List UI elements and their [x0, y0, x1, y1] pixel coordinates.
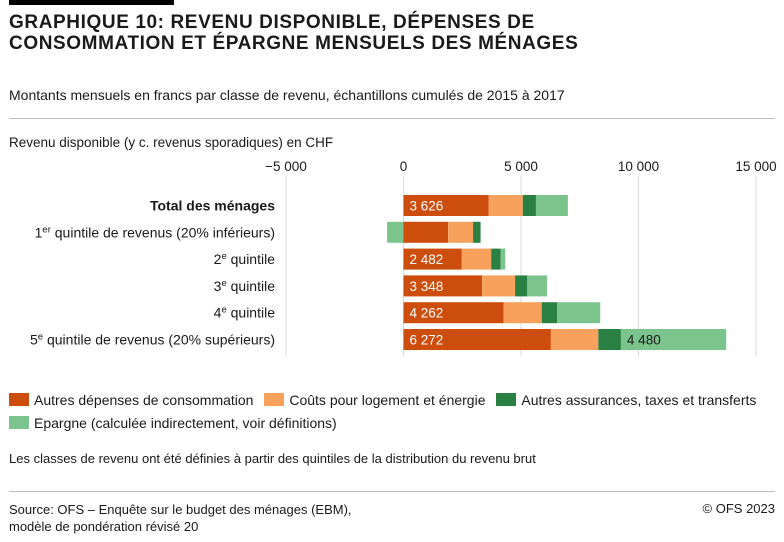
- chart-note: Les classes de revenu ont été définies à…: [9, 451, 536, 466]
- chart-legend: Autres dépenses de consommation Coûts po…: [9, 389, 775, 435]
- bar-segment: [491, 248, 501, 270]
- chart-subtitle: Montants mensuels en francs par classe d…: [9, 87, 565, 103]
- bar-value-label: 3 348: [410, 279, 444, 294]
- bar-segment: [522, 195, 536, 216]
- x-tick-label: 5 000: [504, 159, 538, 174]
- legend-label-consumption: Autres dépenses de consommation: [34, 392, 254, 408]
- legend-item-housing: Coûts pour logement et énergie: [264, 392, 485, 408]
- bar-segment: [403, 248, 462, 270]
- divider-top: [9, 118, 775, 119]
- bar-segment: [448, 221, 474, 243]
- x-tick-label: 0: [400, 159, 408, 174]
- bar-segment: [403, 302, 504, 324]
- bar-segment: [557, 302, 601, 324]
- chart-title: GRAPHIQUE 10: REVENU DISPONIBLE, DÉPENSE…: [9, 12, 579, 54]
- bar-segment: [598, 329, 621, 350]
- source-text: Source: OFS – Enquête sur le budget des …: [9, 501, 429, 535]
- category-label: 4e quintile: [214, 305, 276, 321]
- legend-label-housing: Coûts pour logement et énergie: [289, 392, 486, 408]
- x-tick-label: 10 000: [618, 159, 659, 174]
- bar-segment: [403, 221, 449, 243]
- source-line-1: Source: OFS – Enquête sur le budget des …: [9, 502, 352, 517]
- legend-swatch-savings: [9, 416, 29, 429]
- bar-segment: [541, 302, 558, 324]
- legend-item-insurance: Autres assurances, taxes et transferts: [496, 392, 756, 408]
- bar-segment: [461, 248, 492, 270]
- bar-segment: [403, 329, 551, 350]
- category-label: 2e quintile: [214, 251, 276, 267]
- copyright: © OFS 2023: [702, 501, 775, 516]
- category-label: Total des ménages: [150, 198, 275, 214]
- stacked-bar-chart: −5 000 0 5 000 10 000 15 000 Total des ménage…: [30, 159, 777, 356]
- bar-value-label: 2 482: [410, 252, 444, 267]
- bar-segment: [500, 248, 506, 270]
- legend-swatch-consumption: [9, 393, 29, 406]
- category-label: 5e quintile de revenus (20% supérieurs): [30, 332, 275, 348]
- bar-value-label: 6 272: [410, 333, 444, 348]
- legend-item-savings: Epargne (calculée indirectement, voir dé…: [9, 415, 337, 431]
- x-tick-label: −5 000: [265, 159, 307, 174]
- bar-segment: [550, 329, 599, 350]
- bar-value-label: 4 262: [410, 306, 444, 321]
- legend-label-insurance: Autres assurances, taxes et transferts: [521, 392, 757, 408]
- legend-item-consumption: Autres dépenses de consommation: [9, 392, 253, 408]
- bar-value-label: 3 626: [410, 199, 444, 214]
- x-tick-label: 15 000: [735, 159, 776, 174]
- x-axis-title: Revenu disponible (y c. revenus sporadiq…: [9, 135, 334, 150]
- bar-segment: [387, 221, 404, 243]
- bar-segment: [403, 275, 483, 297]
- divider-bottom: [9, 491, 775, 492]
- bar-segment: [488, 195, 523, 216]
- bar-segment: [620, 329, 727, 350]
- bar-segment: [527, 275, 548, 297]
- category-label: 3e quintile: [214, 278, 276, 294]
- bar-segment: [403, 195, 489, 216]
- title-accent-bar: [9, 0, 174, 5]
- legend-swatch-insurance: [496, 393, 517, 406]
- bar-segment: [482, 275, 516, 297]
- bar-segment: [515, 275, 528, 297]
- legend-label-savings: Epargne (calculée indirectement, voir dé…: [34, 415, 337, 431]
- bar-segment: [503, 302, 542, 324]
- bar-segment: [473, 221, 481, 243]
- bar-value-label: 4 480: [627, 333, 661, 348]
- category-label: 1er quintile de revenus (20% inférieurs): [35, 224, 275, 240]
- bar-segment: [535, 195, 568, 216]
- legend-swatch-housing: [264, 393, 285, 406]
- source-line-2: modèle de pondération révisé 20: [9, 519, 199, 534]
